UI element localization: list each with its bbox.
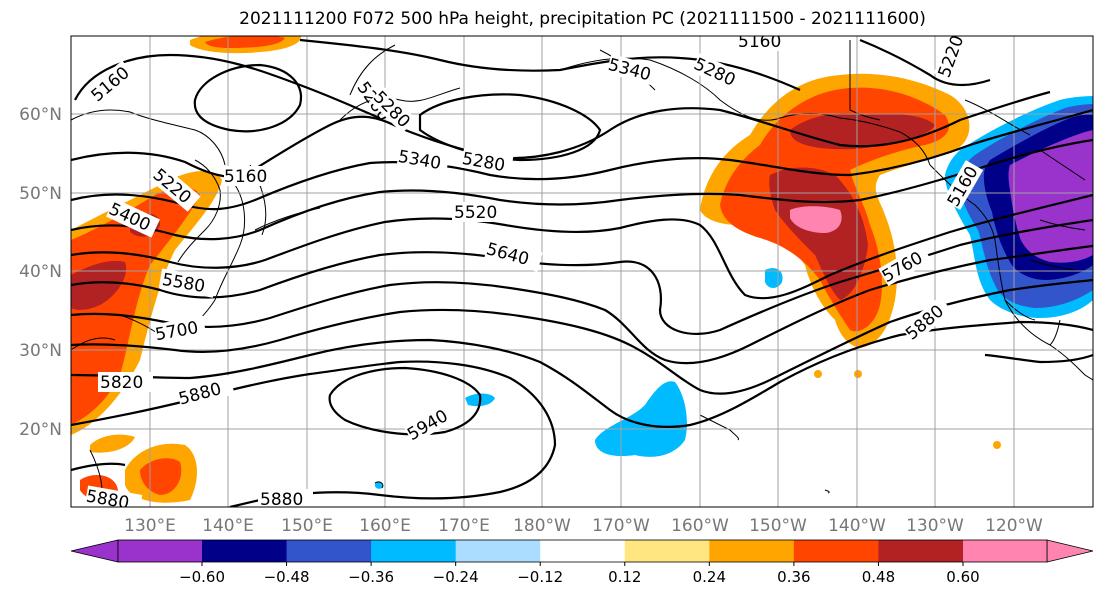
lat-label: 20°N — [19, 420, 62, 440]
colorbar-segment — [540, 540, 626, 562]
lon-label: 160°E — [359, 516, 411, 536]
contour-label: 5820 — [100, 373, 143, 393]
colorbar-segment — [371, 540, 457, 562]
colorbar-tick-label: 0.48 — [862, 568, 895, 586]
latitude-labels: 60°N 50°N 40°N 30°N 20°N — [19, 105, 62, 440]
lon-label: 130°E — [124, 516, 176, 536]
colorbar-extend-low — [70, 539, 119, 563]
lon-label: 160°W — [671, 516, 729, 536]
colorbar-segment — [709, 540, 795, 562]
colorbar-segment — [202, 540, 288, 562]
contour-label: 5160 — [738, 32, 781, 52]
map-title: 2021111200 F072 500 hPa height, precipit… — [239, 9, 926, 29]
lon-label: 180°W — [513, 516, 571, 536]
colorbar-tick-label: 0.36 — [777, 568, 810, 586]
lon-label: 150°W — [749, 516, 807, 536]
longitude-labels: 130°E 140°E 150°E 160°E 170°E 180°W 170°… — [124, 516, 1043, 536]
lat-label: 40°N — [19, 262, 62, 282]
lon-label: 140°E — [202, 516, 254, 536]
colorbar-tick-label: 0.12 — [608, 568, 641, 586]
colorbar-segment — [963, 540, 1047, 562]
colorbar-tick-label: 0.24 — [693, 568, 726, 586]
colorbar-segment — [878, 540, 964, 562]
contour-label: 5520 — [454, 203, 497, 223]
coastlines — [71, 40, 1093, 506]
colorbar-segment — [118, 540, 202, 562]
contour-label: 5160 — [224, 167, 267, 187]
colorbar: −0.60 −0.48 −0.36 −0.24 −0.12 0.12 0.24 0.36 0.4… — [70, 539, 1094, 586]
contour-label: 5880 — [85, 486, 131, 513]
colorbar-tick-label: −0.48 — [264, 568, 310, 586]
lon-label: 120°W — [985, 516, 1043, 536]
colorbar-segment — [624, 540, 710, 562]
lon-label: 150°E — [281, 516, 333, 536]
colorbar-tick-label: −0.36 — [348, 568, 394, 586]
lat-label: 50°N — [19, 184, 62, 204]
map-frame — [70, 35, 1094, 508]
colorbar-border — [117, 539, 1048, 563]
colorbar-segment — [455, 540, 541, 562]
colorbar-tick-label: −0.60 — [179, 568, 225, 586]
lon-label: 170°E — [438, 516, 490, 536]
lat-label: 60°N — [19, 105, 62, 125]
lon-label: 140°W — [828, 516, 886, 536]
colorbar-segment — [793, 540, 879, 562]
graticule — [71, 36, 1093, 507]
lat-label: 30°N — [19, 341, 62, 361]
lon-label: 130°W — [906, 516, 964, 536]
colorbar-tick-label: 0.60 — [946, 568, 979, 586]
colorbar-tick-label: −0.12 — [517, 568, 563, 586]
colorbar-tick-label: −0.24 — [433, 568, 479, 586]
colorbar-segment — [286, 540, 372, 562]
colorbar-extend-high — [1046, 539, 1094, 563]
contour-label: 5880 — [260, 490, 303, 510]
lon-label: 170°W — [592, 516, 650, 536]
